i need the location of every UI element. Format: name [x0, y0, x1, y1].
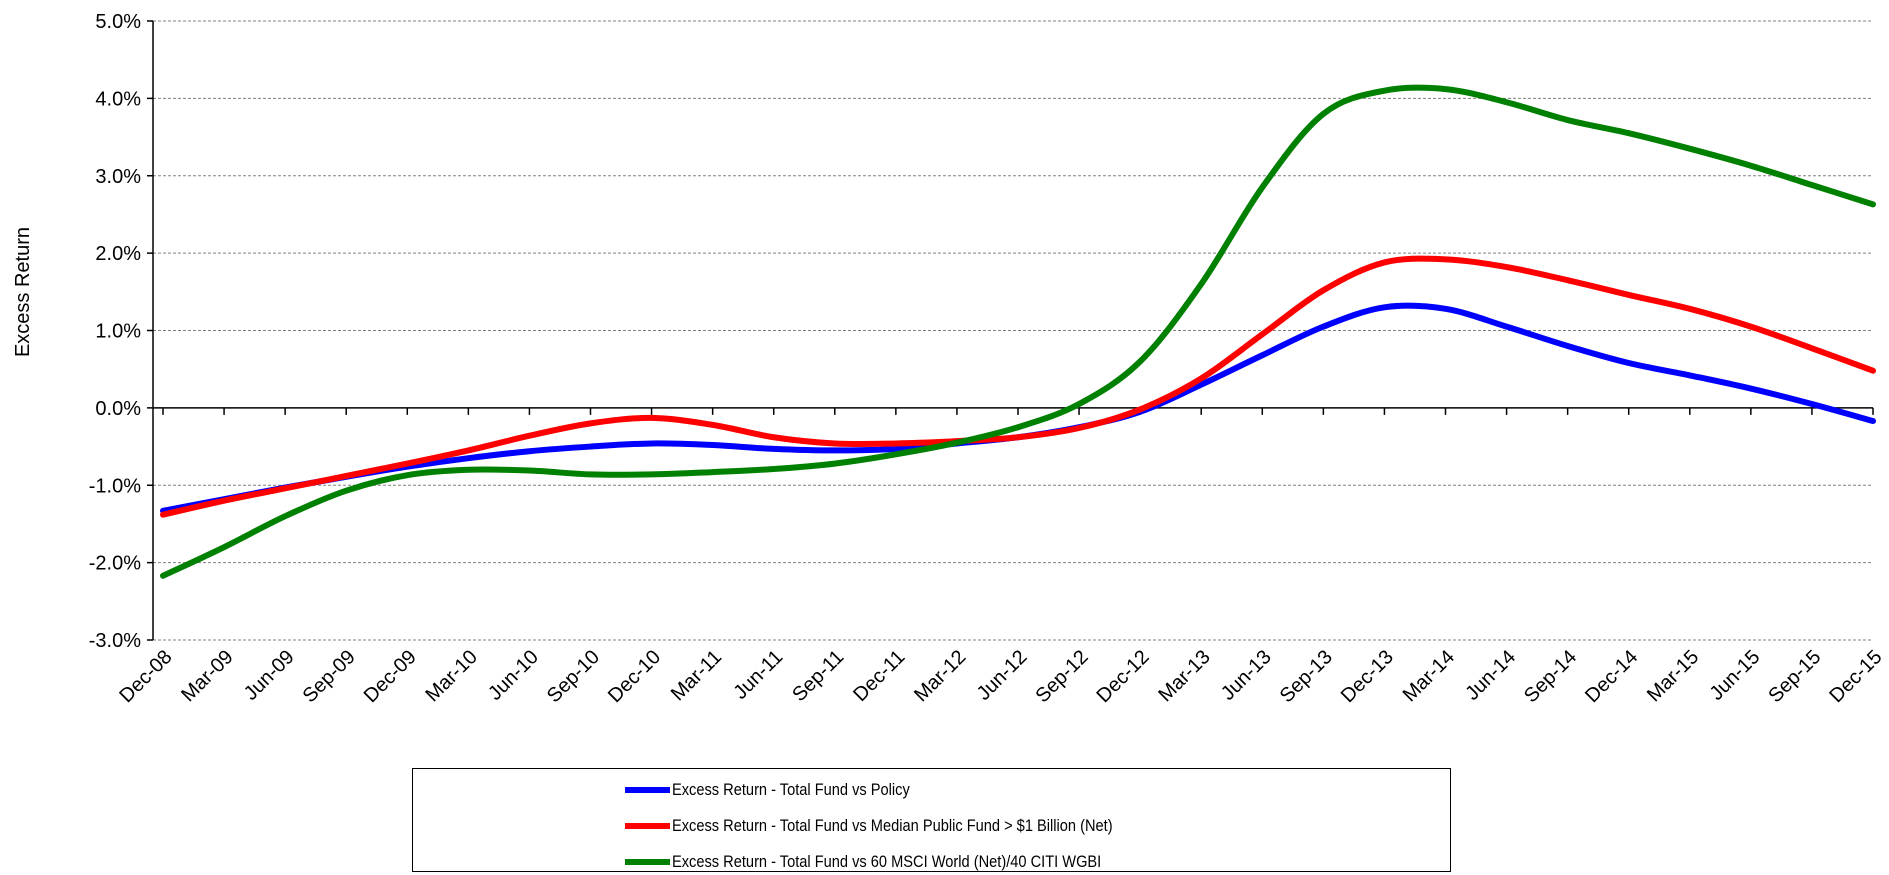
- y-tick-label: -2.0%: [89, 553, 141, 575]
- axes: [147, 20, 1874, 641]
- legend-item: Excess Return - Total Fund vs Policy: [625, 777, 949, 803]
- x-tick-label: Mar-10: [422, 646, 482, 706]
- x-tick-label: Sep-10: [543, 646, 604, 707]
- x-tick-label: Dec-12: [1093, 646, 1154, 707]
- x-tick-label: Dec-11: [849, 646, 909, 706]
- series-line-3: [160, 84, 1876, 579]
- x-tick-label: Dec-15: [1825, 646, 1886, 707]
- x-tick-label: Jun-13: [1217, 646, 1276, 705]
- y-tick-label: 3.0%: [95, 166, 141, 188]
- y-tick-label: -3.0%: [89, 630, 141, 652]
- series-line-2: [160, 255, 1876, 518]
- series-lines: [160, 84, 1876, 579]
- gridlines: [153, 20, 1873, 641]
- y-tick-label: 1.0%: [95, 321, 141, 343]
- y-tick-labels: 5.0% 4.0% 3.0% 2.0% 1.0% 0.0% -1.0% -2.0% -3.0%: [89, 11, 141, 652]
- x-tick-label: Sep-13: [1276, 646, 1337, 707]
- y-tick-label: 5.0%: [95, 11, 141, 33]
- y-tick-label: -1.0%: [89, 475, 141, 497]
- legend-label: Excess Return - Total Fund vs Policy: [672, 780, 910, 799]
- x-tick-label: Mar-14: [1399, 646, 1459, 706]
- x-tick-label: Sep-14: [1520, 646, 1581, 707]
- legend-swatch: [625, 859, 670, 865]
- x-tick-label: Mar-11: [667, 646, 726, 705]
- legend-label: Excess Return - Total Fund vs 60 MSCI Wo…: [672, 852, 1102, 871]
- legend-item: Excess Return - Total Fund vs Median Pub…: [625, 813, 1184, 839]
- y-tick-label: 2.0%: [95, 243, 141, 265]
- legend-item: Excess Return - Total Fund vs 60 MSCI Wo…: [625, 849, 1171, 875]
- x-tick-label: Dec-14: [1581, 646, 1642, 707]
- x-tick-label: Mar-09: [177, 646, 237, 706]
- legend-label: Excess Return - Total Fund vs Median Pub…: [672, 816, 1113, 835]
- x-tick-label: Dec-13: [1337, 646, 1398, 707]
- x-tick-label: Sep-15: [1764, 646, 1825, 707]
- x-tick-label: Sep-11: [788, 646, 848, 706]
- x-tick-label: Jun-09: [240, 646, 299, 705]
- x-tick-label: Dec-10: [604, 646, 665, 707]
- x-tick-label: Jun-14: [1461, 646, 1520, 705]
- y-tick-label: 4.0%: [95, 88, 141, 110]
- x-tick-label: Jun-12: [973, 646, 1032, 705]
- x-tick-label: Mar-15: [1643, 646, 1703, 706]
- x-tick-label: Jun-10: [484, 646, 543, 705]
- x-tick-label: Jun-15: [1706, 646, 1765, 705]
- x-tick-label: Dec-09: [360, 646, 421, 707]
- x-tick-label: Mar-13: [1154, 646, 1214, 706]
- legend-swatch: [625, 787, 670, 793]
- x-tick-labels: Dec-08 Mar-09 Jun-09 Sep-09 Dec-09 Mar-10 Jun-…: [115, 646, 1886, 707]
- x-tick-label: Sep-09: [299, 646, 360, 707]
- excess-return-line-chart: 5.0%4.0%3.0%2.0%1.0%0.0%-1.0%-2.0%-3.0% …: [12, 11, 1887, 707]
- x-tick-label: Sep-12: [1031, 646, 1092, 707]
- legend-swatch: [625, 823, 670, 829]
- x-tick-label: Mar-12: [910, 646, 970, 706]
- x-tick-label: Dec-08: [115, 646, 176, 707]
- y-tick-label: 0.0%: [95, 398, 141, 420]
- x-tick-label: Jun-11: [729, 646, 787, 704]
- y-axis-title: Excess Return: [12, 227, 34, 357]
- legend: Excess Return - Total Fund vs Policy Exce…: [412, 768, 1451, 872]
